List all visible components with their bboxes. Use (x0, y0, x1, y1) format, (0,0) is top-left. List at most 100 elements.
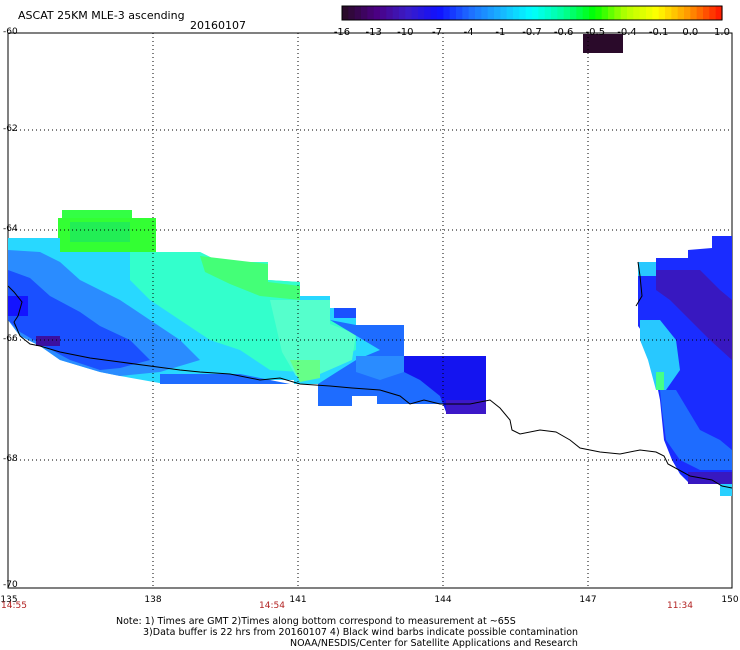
lat-label: -64 (3, 224, 18, 234)
colorbar-segment (544, 6, 552, 20)
map-title: ASCAT 25KM MLE-3 ascending (18, 9, 185, 22)
colorbar-segment (665, 6, 672, 20)
colorbar-label: -0.5 (585, 27, 606, 38)
colorbar-frame (341, 5, 723, 21)
colorbar-segment (430, 6, 438, 20)
colorbar-segment (443, 6, 451, 20)
colorbar-segment (614, 6, 622, 20)
colorbar-segment (386, 6, 394, 20)
colorbar-segment (361, 6, 368, 20)
colorbar-segment (696, 6, 704, 20)
colorbar-segment (519, 6, 527, 20)
lat-label: -66 (3, 334, 18, 344)
note-line-2: 3)Data buffer is 22 hrs from 20160107 4)… (143, 627, 579, 638)
colorbar-segment (399, 6, 406, 20)
colorbar-segment (500, 6, 508, 20)
colorbar-segment (589, 6, 596, 20)
colorbar-segment (513, 6, 520, 20)
lat-label: -70 (3, 580, 18, 590)
lon-label: 150 (721, 595, 739, 605)
colorbar-label: -0.4 (617, 27, 637, 38)
colorbar-segment (582, 6, 590, 20)
colorbar-segment (462, 6, 470, 20)
colorbar-label: -13 (365, 27, 382, 38)
colorbar-segment (658, 6, 666, 20)
colorbar-segment (475, 6, 482, 20)
colorbar-segment (538, 6, 546, 20)
colorbar-segment (551, 6, 558, 20)
lat-label: -68 (3, 454, 18, 464)
colorbar-segment (709, 6, 717, 20)
colorbar-segment (576, 6, 584, 20)
time-label: 14:55 (1, 601, 27, 611)
colorbar-segment (620, 6, 628, 20)
colorbar-segment (487, 6, 495, 20)
colorbar-segment (677, 6, 685, 20)
colorbar-segment (646, 6, 653, 20)
colorbar-segment (608, 6, 615, 20)
colorbar-segment (633, 6, 641, 20)
colorbar-label: -16 (333, 27, 351, 38)
colorbar-segment (563, 6, 571, 20)
colorbar-segment (639, 6, 647, 20)
colorbar-segment (570, 6, 577, 20)
colorbar-segment (684, 6, 691, 20)
time-label: 14:54 (259, 601, 285, 611)
map-grid (8, 33, 732, 588)
colorbar-segment (703, 6, 710, 20)
colorbar-label: -7 (432, 27, 442, 38)
lon-label: 141 (289, 595, 307, 605)
colorbar-segment (380, 6, 387, 20)
colorbar-segment (690, 6, 698, 20)
colorbar-segment (367, 6, 375, 20)
colorbar-segment (392, 6, 400, 20)
colorbar-segment (437, 6, 444, 20)
colorbar-segment (456, 6, 463, 20)
colorbar-label: 0.0 (682, 27, 699, 38)
coastline (7, 285, 733, 489)
colorbar-segment (354, 6, 362, 20)
colorbar-segment (532, 6, 539, 20)
colorbar-label: -0.1 (648, 27, 669, 38)
colorbar-label: -0.6 (553, 27, 574, 38)
colorbar-segment (373, 6, 381, 20)
colorbar-segment (342, 6, 349, 20)
colorbar-label: -4 (463, 27, 474, 38)
note-line-3: NOAA/NESDIS/Center for Satellite Applica… (290, 638, 578, 649)
colorbar-segment (671, 6, 679, 20)
colorbar (341, 5, 723, 21)
colorbar-segment (525, 6, 533, 20)
colorbar-segment (652, 6, 660, 20)
lat-label: -62 (3, 124, 18, 134)
colorbar-label: 1.0 (714, 27, 730, 38)
colorbar-segment (506, 6, 514, 20)
swath-west (8, 210, 486, 414)
colorbar-segment (601, 6, 609, 20)
colorbar-segment (494, 6, 501, 20)
colorbar-segment (449, 6, 457, 20)
lon-label: 138 (144, 595, 162, 605)
colorbar-segment (348, 6, 356, 20)
colorbar-segment (405, 6, 413, 20)
colorbar-segment (627, 6, 634, 20)
lon-label: 144 (434, 595, 452, 605)
colorbar-label: -1 (495, 27, 506, 38)
legend-swatch (583, 34, 623, 53)
colorbar-segment (468, 6, 476, 20)
colorbar-segment (418, 6, 425, 20)
lon-label: 147 (579, 595, 597, 605)
swath-east (638, 236, 732, 496)
colorbar-segment (557, 6, 565, 20)
colorbar-segment (715, 6, 723, 20)
colorbar-segment (424, 6, 432, 20)
colorbar-segment (595, 6, 603, 20)
colorbar-segment (481, 6, 489, 20)
lon-label: 135 (0, 595, 18, 605)
colorbar-label: -10 (397, 27, 414, 38)
colorbar-segment (411, 6, 419, 20)
map-date: 20160107 (190, 19, 246, 32)
lat-label: -60 (3, 27, 18, 37)
time-label: 11:34 (667, 601, 693, 611)
colorbar-label: -0.7 (522, 27, 542, 38)
